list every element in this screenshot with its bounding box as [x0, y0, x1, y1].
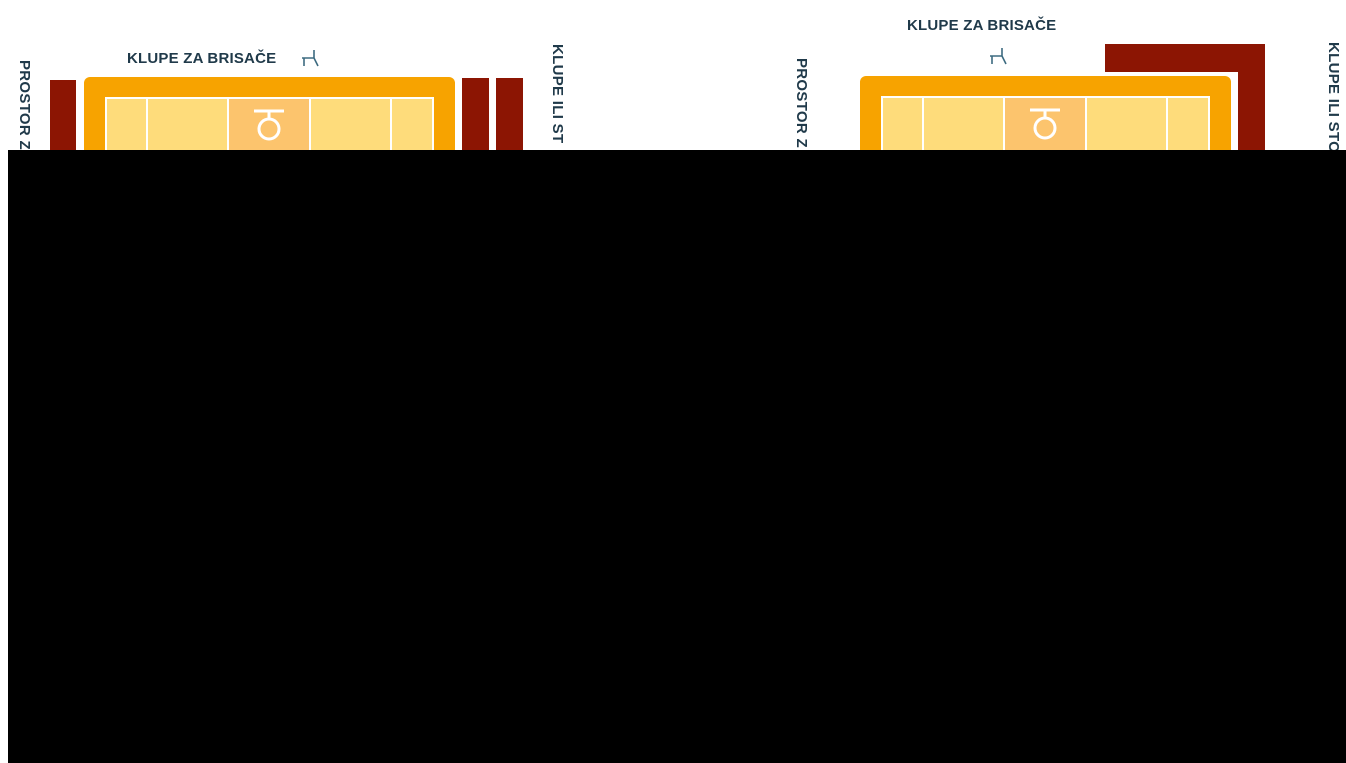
space-label-left: PROSTOR Z [793, 58, 810, 148]
centre-line-right [1085, 98, 1087, 150]
attack-line-left [922, 98, 924, 150]
attack-line-right [1166, 98, 1168, 150]
bench-icon [988, 46, 1010, 66]
court-centre-zone [1004, 98, 1085, 150]
attack-line-left [146, 99, 148, 151]
black-overlay [8, 150, 1346, 763]
centre-line-left [1003, 98, 1005, 150]
referee-stand-icon [252, 107, 286, 143]
bench-label-top: KLUPE ZA BRISAČE [907, 17, 1057, 34]
side-zone-right-b [496, 78, 523, 150]
centre-line-right [309, 99, 311, 151]
bench-label-right: KLUPE ILI STO [1325, 42, 1342, 154]
court-centre-zone [228, 99, 309, 151]
centre-line-left [227, 99, 229, 151]
side-zone-left [50, 80, 76, 150]
side-zone-right-a [462, 78, 489, 150]
space-label-left: PROSTOR Z [16, 60, 33, 150]
referee-stand-icon [1028, 106, 1062, 142]
bench-label-right: KLUPE ILI ST [549, 44, 566, 144]
corner-zone-side [1238, 44, 1265, 150]
bench-label-top: KLUPE ZA BRISAČE [127, 50, 277, 67]
attack-line-right [390, 99, 392, 151]
bench-icon [300, 48, 322, 68]
